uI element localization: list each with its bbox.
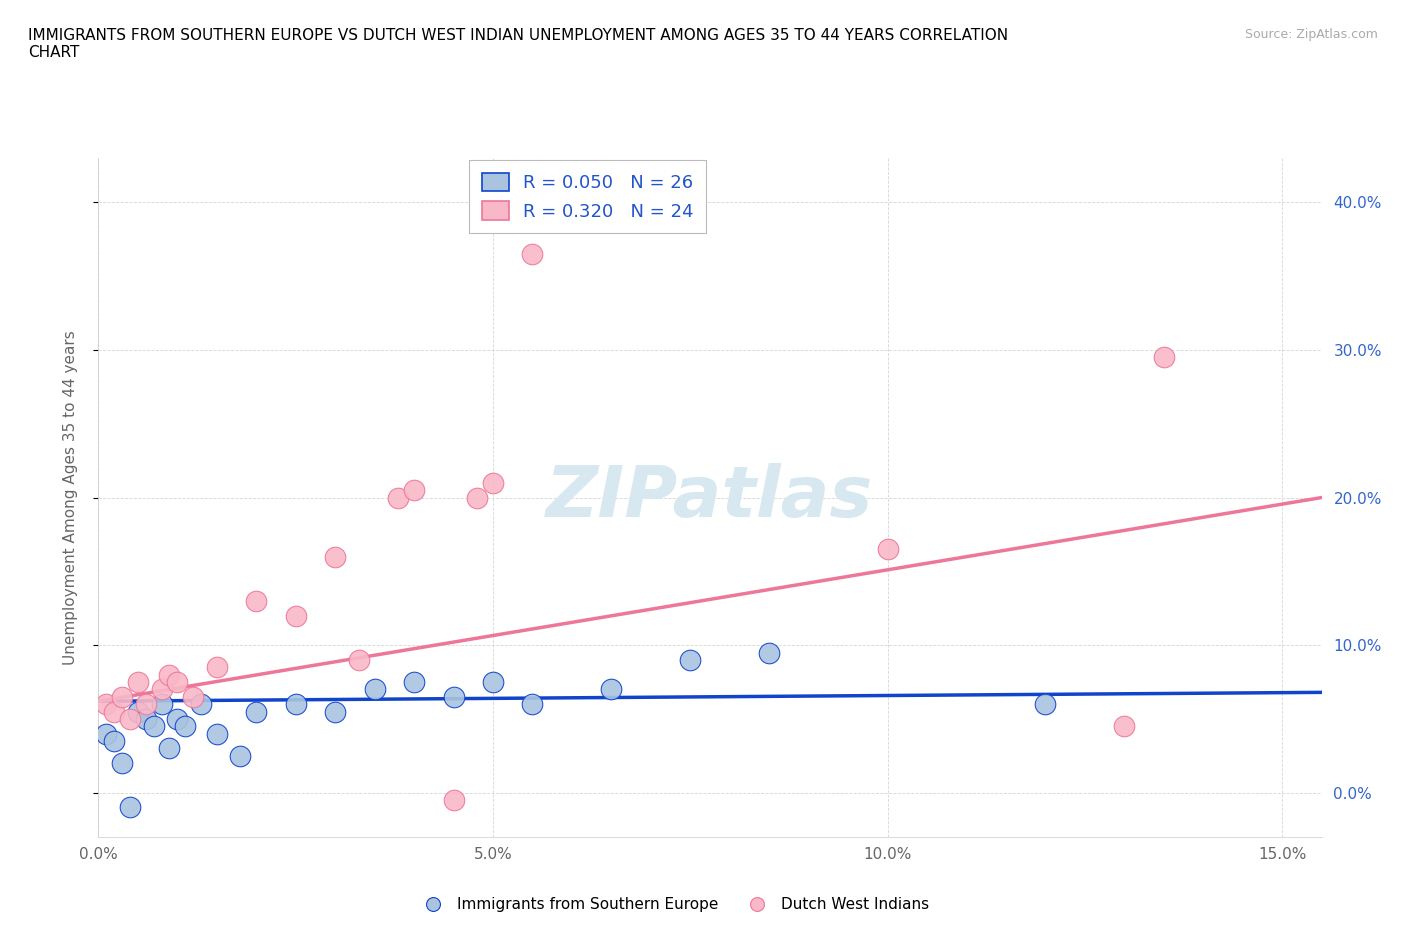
Point	[159, 741, 181, 756]
Point	[159, 667, 181, 682]
Point	[245, 593, 267, 608]
Point	[404, 483, 426, 498]
Point	[522, 697, 544, 711]
Point	[205, 726, 228, 741]
Point	[347, 653, 370, 668]
Point	[190, 697, 212, 711]
Point	[135, 697, 157, 711]
Point	[166, 674, 188, 689]
Point	[679, 653, 702, 668]
Point	[443, 792, 465, 807]
Point	[174, 719, 197, 734]
Point	[284, 608, 307, 623]
Point	[142, 719, 165, 734]
Point	[1035, 697, 1057, 711]
Point	[118, 711, 141, 726]
Point	[443, 689, 465, 704]
Point	[758, 645, 780, 660]
Legend: Immigrants from Southern Europe, Dutch West Indians: Immigrants from Southern Europe, Dutch W…	[412, 890, 935, 918]
Point	[284, 697, 307, 711]
Point	[404, 674, 426, 689]
Point	[387, 490, 409, 505]
Y-axis label: Unemployment Among Ages 35 to 44 years: Unemployment Among Ages 35 to 44 years	[63, 330, 77, 665]
Point	[600, 682, 623, 697]
Point	[135, 711, 157, 726]
Point	[876, 542, 898, 557]
Point	[103, 704, 125, 719]
Point	[1114, 719, 1136, 734]
Point	[103, 734, 125, 749]
Text: ZIPatlas: ZIPatlas	[547, 463, 873, 532]
Point	[96, 726, 118, 741]
Point	[150, 682, 173, 697]
Point	[323, 549, 346, 564]
Point	[111, 756, 134, 771]
Point	[522, 246, 544, 261]
Point	[482, 674, 505, 689]
Point	[96, 697, 118, 711]
Point	[363, 682, 385, 697]
Point	[205, 660, 228, 675]
Point	[181, 689, 204, 704]
Point	[127, 704, 149, 719]
Point	[111, 689, 134, 704]
Point	[482, 475, 505, 490]
Point	[127, 674, 149, 689]
Point	[150, 697, 173, 711]
Text: Source: ZipAtlas.com: Source: ZipAtlas.com	[1244, 28, 1378, 41]
Point	[465, 490, 488, 505]
Point	[166, 711, 188, 726]
Point	[118, 800, 141, 815]
Point	[323, 704, 346, 719]
Point	[229, 749, 252, 764]
Point	[245, 704, 267, 719]
Point	[1153, 350, 1175, 365]
Text: IMMIGRANTS FROM SOUTHERN EUROPE VS DUTCH WEST INDIAN UNEMPLOYMENT AMONG AGES 35 : IMMIGRANTS FROM SOUTHERN EUROPE VS DUTCH…	[28, 28, 1008, 60]
